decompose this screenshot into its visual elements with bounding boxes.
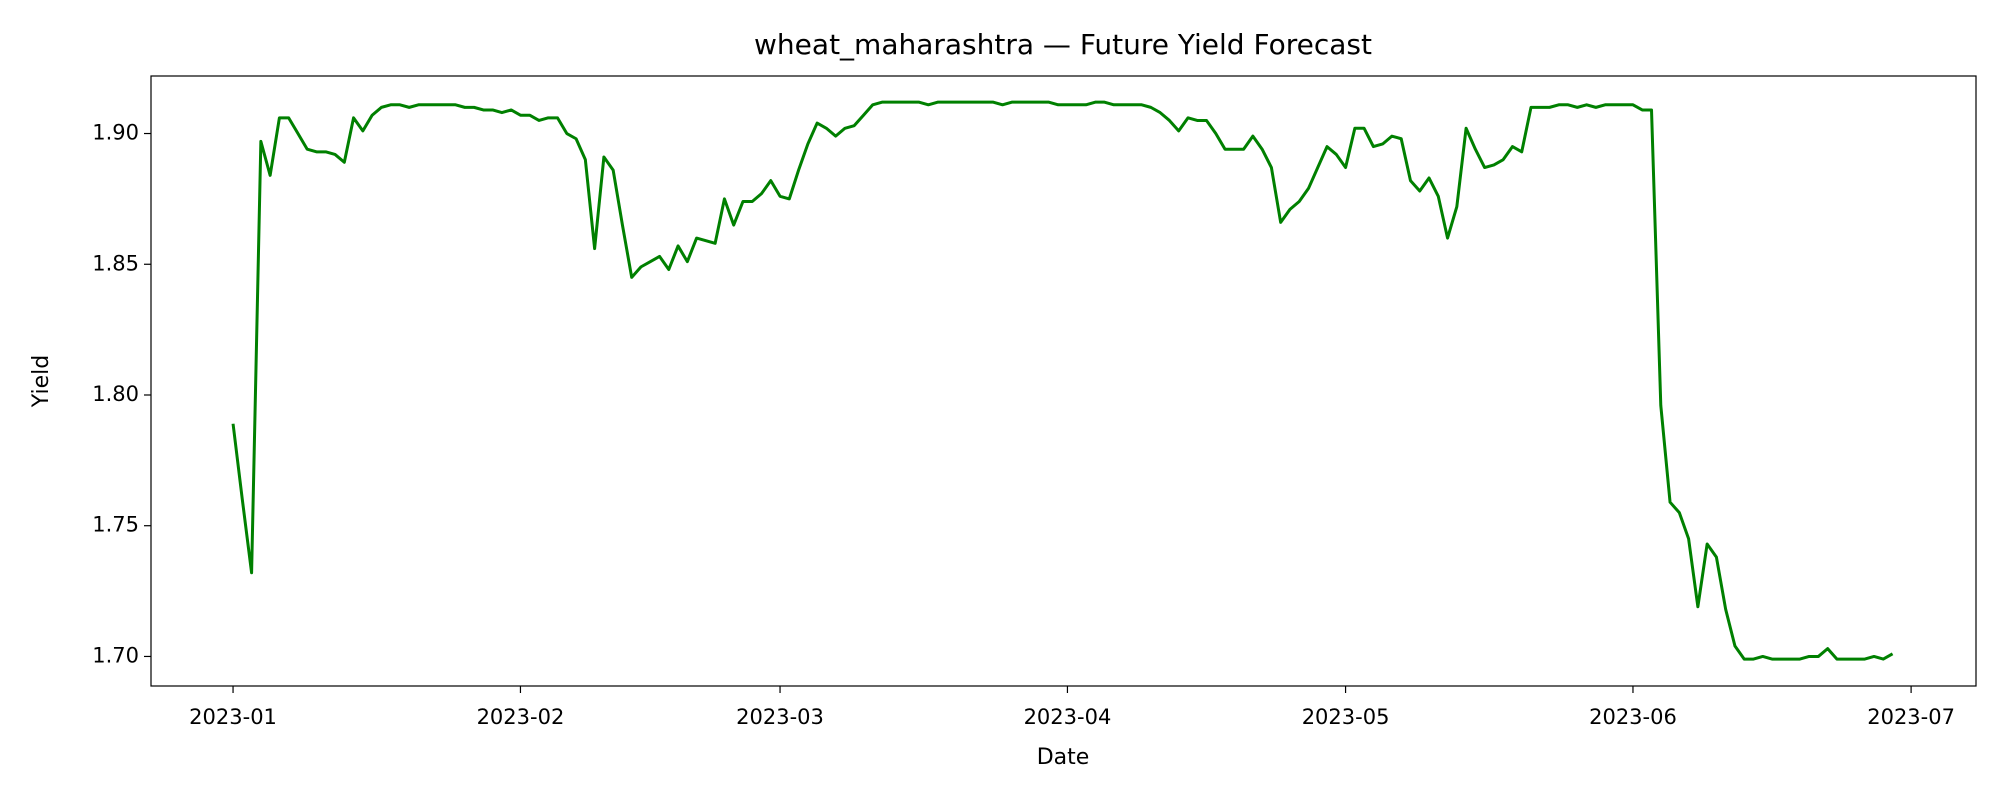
y-tick-label: 1.75	[92, 513, 139, 537]
chart-title: wheat_maharashtra — Future Yield Forecas…	[754, 28, 1372, 61]
y-tick-label: 1.90	[92, 121, 139, 145]
y-axis-label: Yield	[29, 355, 54, 408]
x-tick-label: 2023-02	[477, 705, 565, 729]
data-line	[231, 100, 1894, 661]
y-tick-label: 1.85	[92, 251, 139, 275]
x-tick-label: 2023-01	[189, 705, 277, 729]
x-tick-label: 2023-06	[1589, 705, 1677, 729]
x-tick-label: 2023-04	[1024, 705, 1112, 729]
y-tick-label: 1.70	[92, 643, 139, 667]
plot-frame	[150, 75, 1977, 687]
y-tick-label: 1.80	[92, 382, 139, 406]
x-tick-label: 2023-05	[1302, 705, 1390, 729]
x-tick-label: 2023-07	[1867, 705, 1955, 729]
x-axis-label: Date	[1037, 745, 1090, 770]
x-tick-label: 2023-03	[736, 705, 824, 729]
